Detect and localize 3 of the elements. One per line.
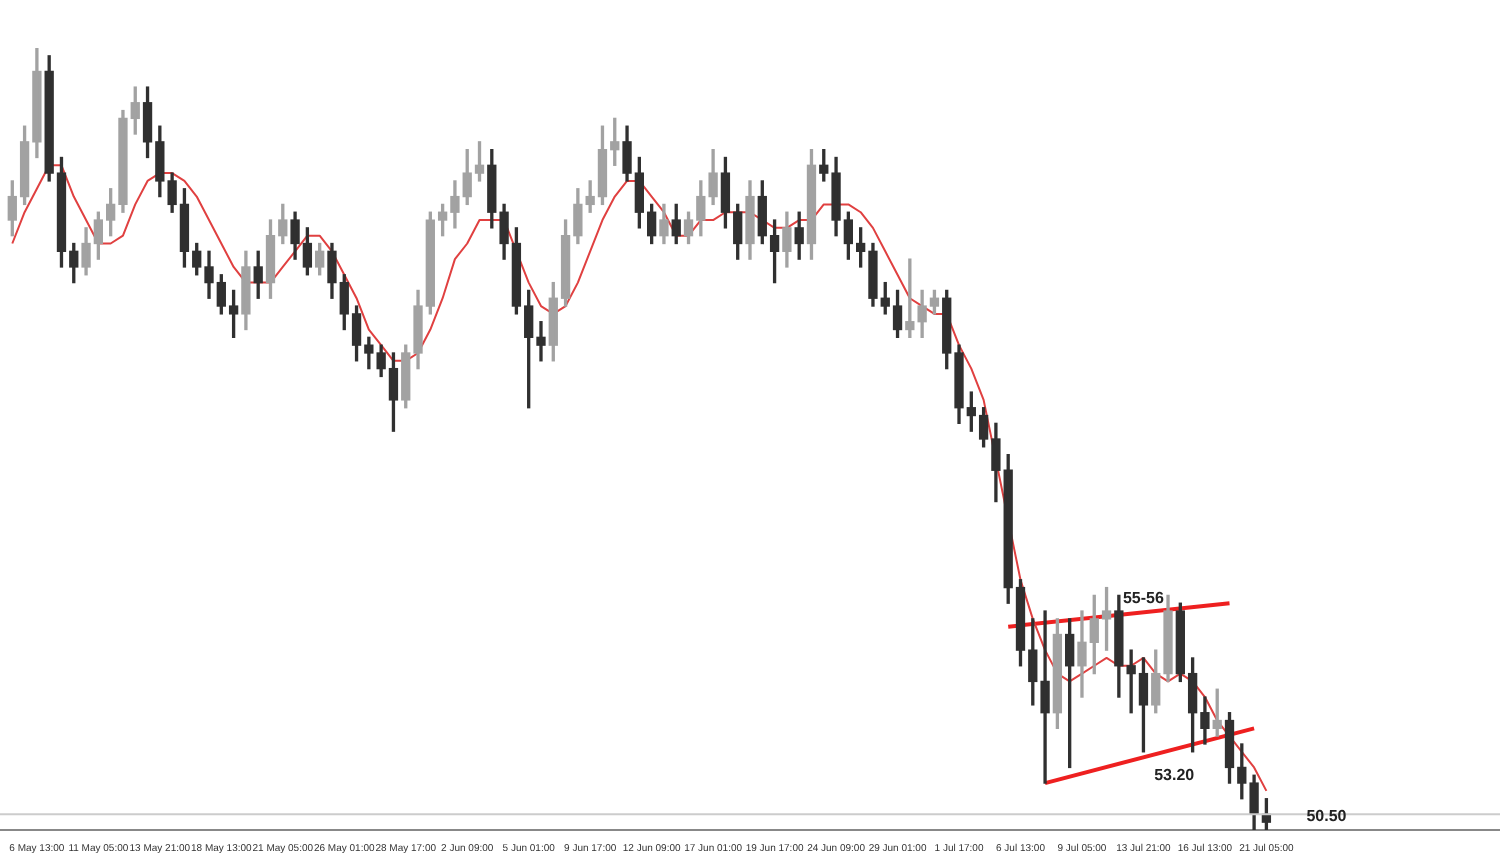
series-label: 53.20 bbox=[1154, 766, 1196, 785]
series-label: 55-56 bbox=[1122, 589, 1165, 608]
text: 50.50 bbox=[1306, 806, 1348, 825]
